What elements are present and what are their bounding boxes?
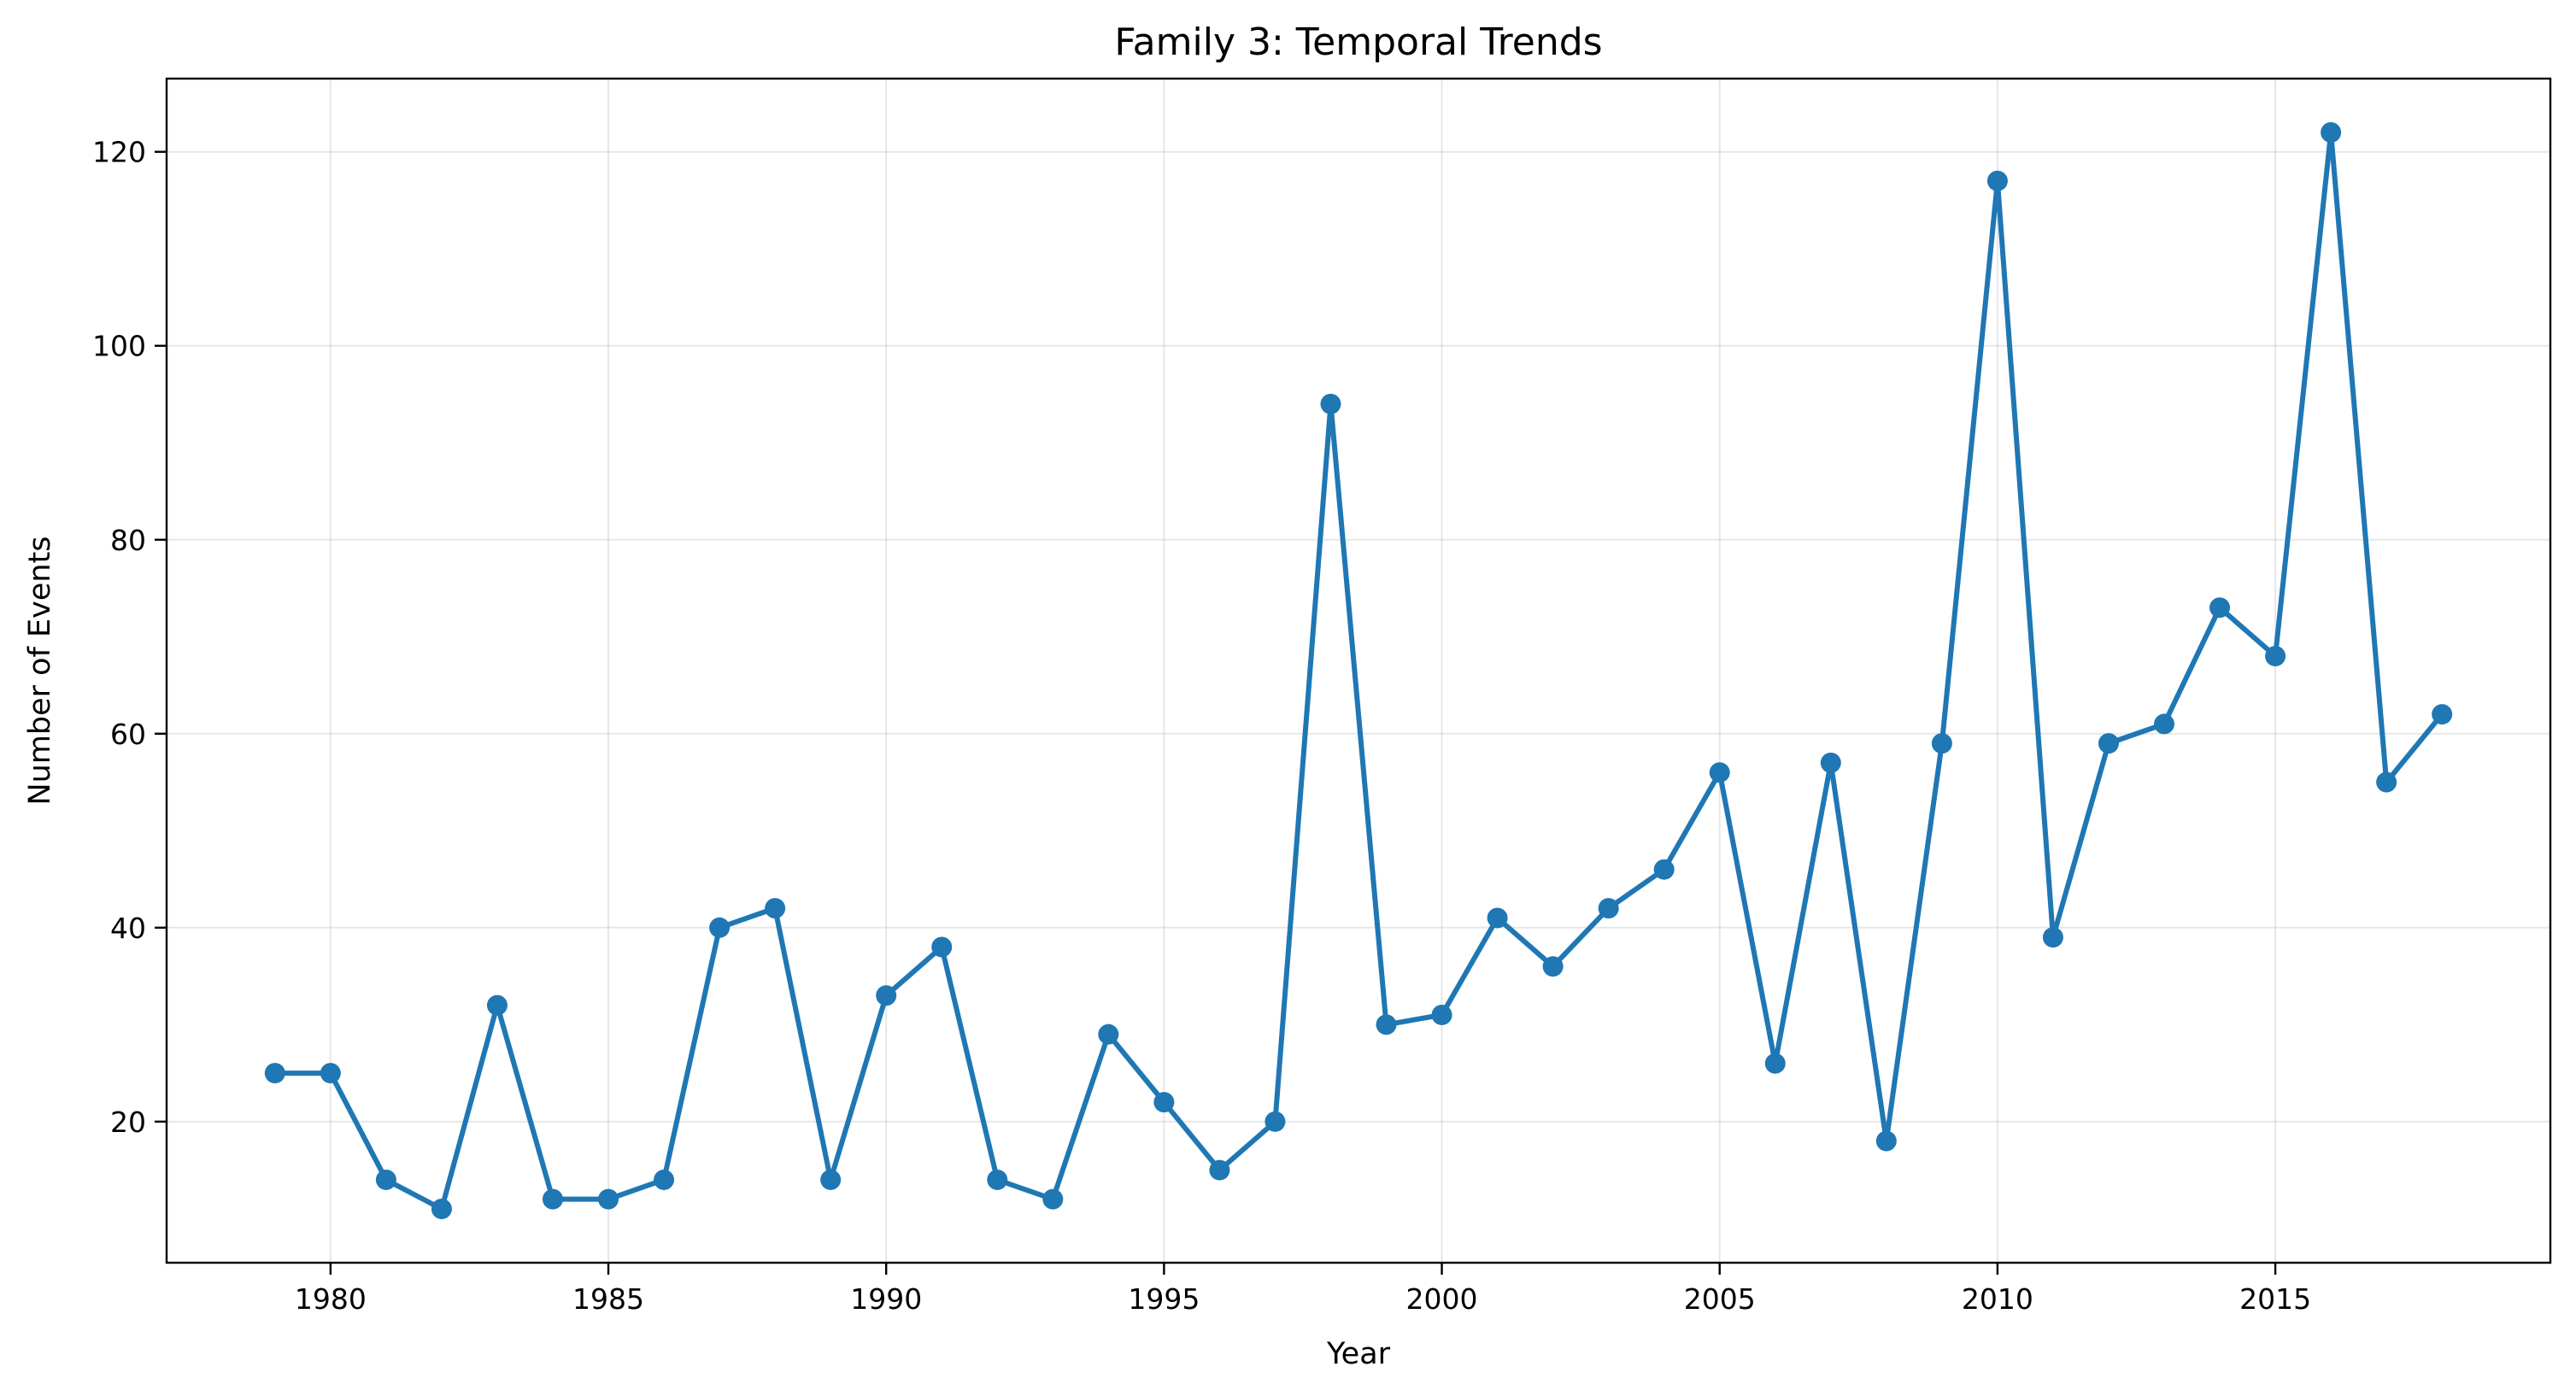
data-point (1320, 393, 1341, 414)
data-point (1376, 1014, 1397, 1035)
data-point (1931, 733, 1952, 754)
data-point (820, 1169, 842, 1190)
x-tick-label: 1980 (295, 1282, 367, 1316)
data-point (931, 936, 953, 958)
data-point (765, 898, 786, 919)
y-axis-label: Number of Events (23, 536, 57, 805)
y-tick-label: 100 (92, 330, 146, 363)
data-point (2321, 122, 2342, 143)
data-point (1598, 898, 1619, 919)
data-point (1098, 1024, 1119, 1045)
y-tick-label: 60 (110, 718, 146, 751)
data-point (486, 994, 508, 1016)
data-point (542, 1188, 563, 1210)
data-point (2432, 704, 2453, 725)
data-point (1431, 1004, 1452, 1025)
y-tick-label: 120 (92, 136, 146, 169)
data-point (1265, 1111, 1286, 1132)
data-point (1820, 752, 1841, 773)
data-point (431, 1199, 452, 1219)
plot-frame (165, 77, 2552, 1264)
data-point (2265, 645, 2286, 666)
x-tick-label: 2000 (1406, 1282, 1478, 1316)
data-point (876, 985, 897, 1006)
data-point (1709, 762, 1730, 783)
data-point (1986, 170, 2008, 191)
data-point (1875, 1130, 1897, 1152)
x-tick-label: 1990 (850, 1282, 922, 1316)
x-tick-label: 1995 (1128, 1282, 1200, 1316)
chart-title: Family 3: Temporal Trends (1114, 21, 1602, 64)
data-point (2154, 713, 2175, 735)
data-point (264, 1063, 285, 1084)
x-tick-label: 1985 (572, 1282, 644, 1316)
x-tick-label: 2015 (2239, 1282, 2311, 1316)
data-point (1209, 1159, 1230, 1181)
y-axis-ticks: 20 40 60 80 100 120 (92, 136, 167, 1139)
data-point (654, 1169, 675, 1190)
series-layer (264, 122, 2453, 1219)
data-point (987, 1169, 1008, 1190)
x-axis-ticks: 1980 1985 1990 1995 2000 2005 2010 2015 (295, 1263, 2311, 1316)
data-point (598, 1188, 619, 1210)
data-point (375, 1169, 396, 1190)
y-tick-label: 80 (110, 524, 146, 557)
data-point (1764, 1053, 1786, 1074)
y-tick-label: 40 (110, 912, 146, 945)
data-point (2098, 733, 2119, 754)
data-point (2376, 771, 2397, 793)
y-tick-label: 20 (110, 1106, 146, 1139)
data-point (320, 1063, 341, 1084)
data-point (1542, 956, 1564, 977)
series-line (272, 130, 2445, 1211)
x-tick-label: 2010 (1962, 1282, 2033, 1316)
data-point (2042, 927, 2063, 948)
data-point (2209, 597, 2231, 619)
data-point (1653, 859, 1675, 880)
x-axis-label: Year (1326, 1337, 1391, 1371)
data-point (709, 917, 731, 938)
data-point (1042, 1188, 1064, 1210)
data-point (1153, 1092, 1175, 1113)
x-tick-label: 2005 (1684, 1282, 1756, 1316)
data-point (1487, 907, 1508, 929)
